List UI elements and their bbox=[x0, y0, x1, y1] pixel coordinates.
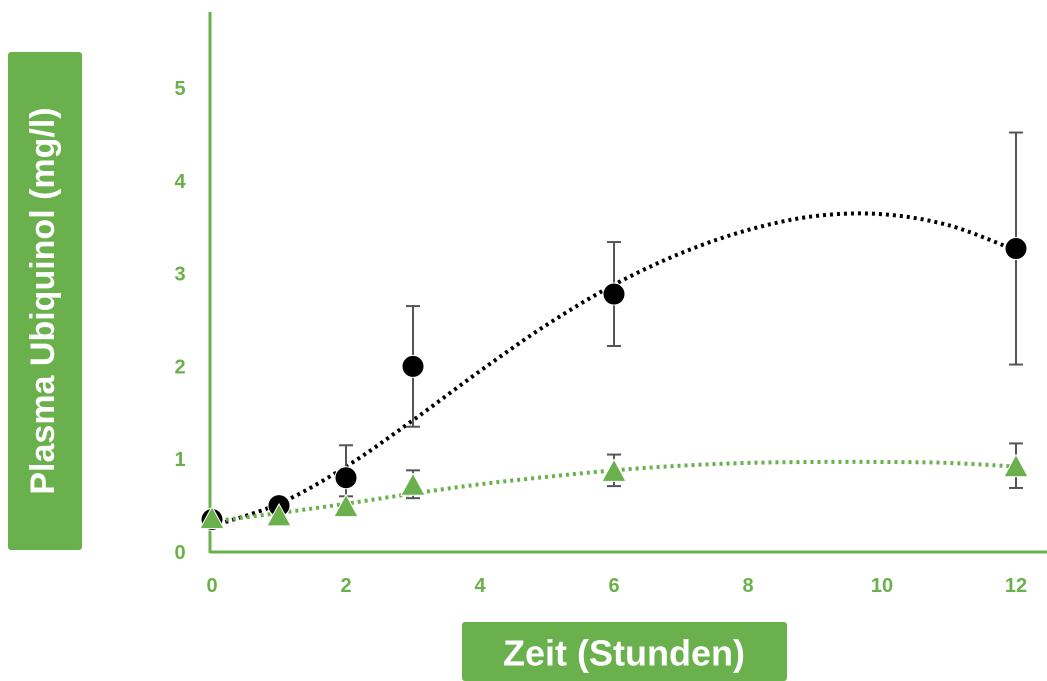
data-point-circle bbox=[334, 466, 358, 490]
data-point-triangle bbox=[1003, 453, 1029, 478]
y-tick-label: 5 bbox=[174, 78, 185, 100]
error-bars bbox=[339, 131, 1023, 516]
data-point-triangle bbox=[333, 493, 359, 518]
x-axis-title-box bbox=[462, 622, 787, 681]
data-point-triangle bbox=[400, 472, 426, 496]
y-tick-label: 1 bbox=[174, 449, 185, 471]
data-point-circle bbox=[602, 282, 626, 306]
data-point-circle bbox=[1004, 237, 1028, 261]
x-tick-label: 6 bbox=[608, 575, 619, 597]
y-axis-title: Plasma Ubiquinol (mg/l) bbox=[24, 107, 62, 494]
y-axis-title-box bbox=[8, 52, 82, 550]
data-markers bbox=[199, 237, 1029, 532]
y-tick-label: 3 bbox=[174, 264, 185, 286]
x-axis-title: Zeit (Stunden) bbox=[503, 633, 745, 674]
data-point-triangle bbox=[199, 505, 225, 530]
data-point-triangle bbox=[266, 502, 292, 527]
data-point-circle bbox=[401, 354, 425, 378]
x-tick-label: 8 bbox=[742, 575, 753, 597]
y-tick-label: 0 bbox=[174, 542, 185, 564]
y-tick-label: 4 bbox=[174, 171, 186, 193]
x-tick-label: 2 bbox=[340, 575, 351, 597]
x-tick-label: 10 bbox=[871, 575, 893, 597]
y-tick-label: 2 bbox=[174, 356, 185, 378]
x-tick-label: 4 bbox=[474, 575, 486, 597]
x-tick-label: 12 bbox=[1005, 575, 1027, 597]
data-point-triangle bbox=[601, 458, 627, 482]
x-tick-label: 0 bbox=[206, 575, 217, 597]
